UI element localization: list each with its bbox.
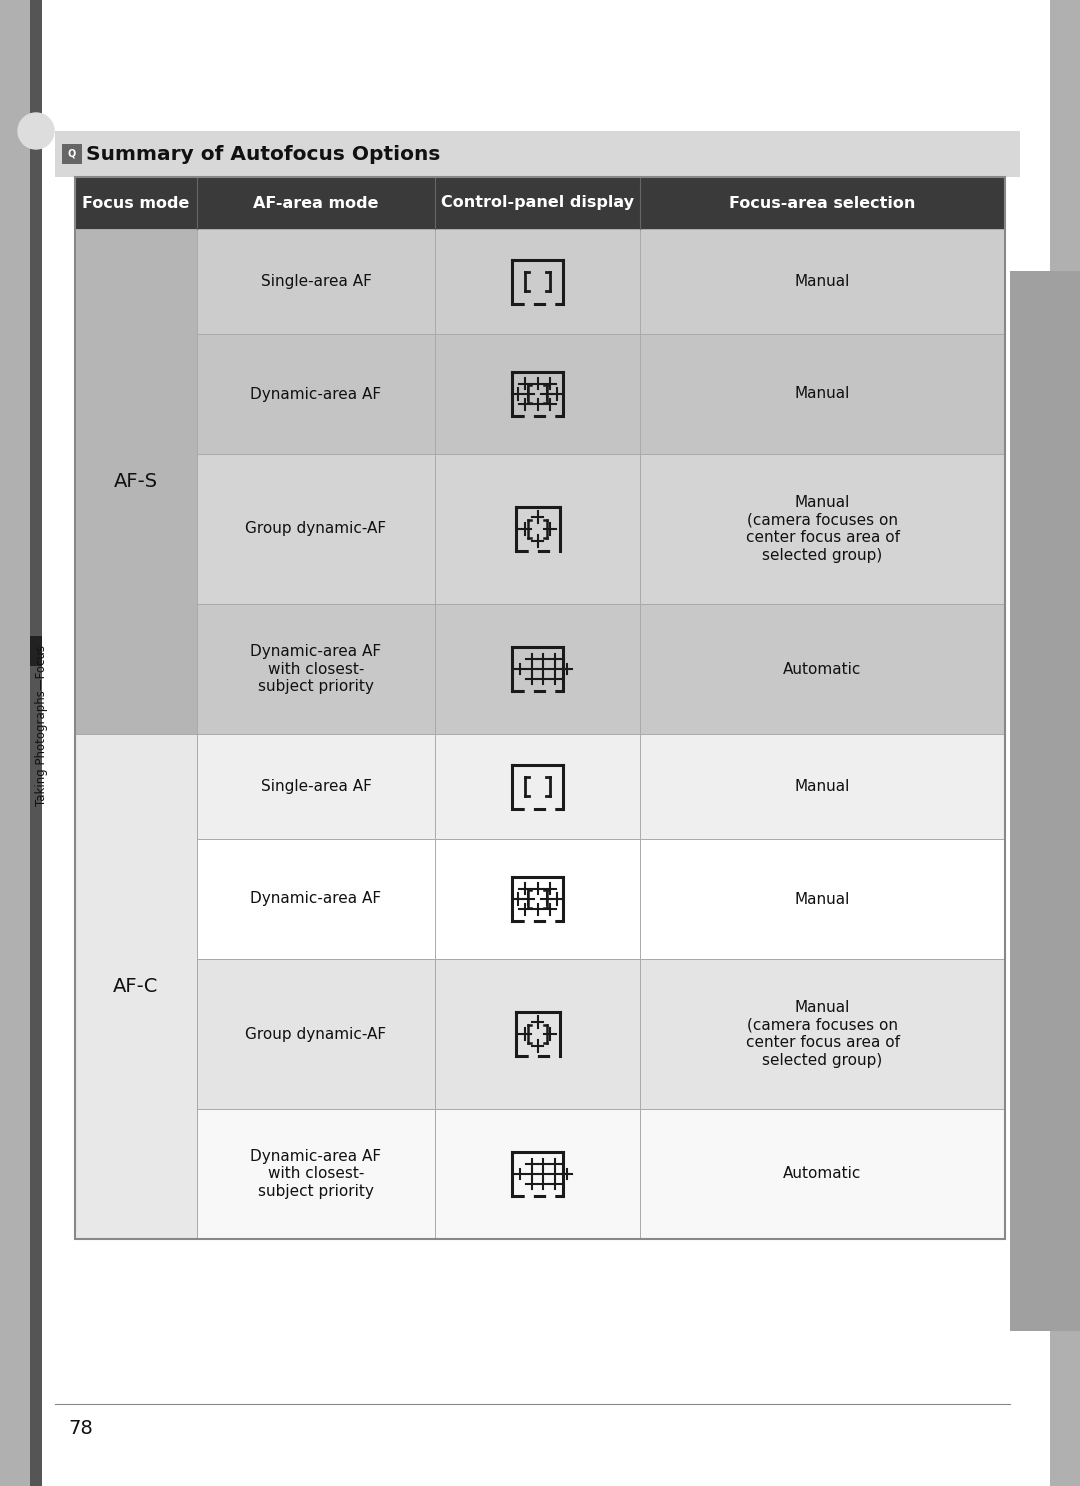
Bar (75, 734, 197, 1239)
Bar (435, 734, 640, 840)
Text: AF-S: AF-S (113, 473, 158, 490)
Text: Dynamic-area AF
with closest-
subject priority: Dynamic-area AF with closest- subject pr… (251, 1149, 381, 1199)
Text: Manual: Manual (795, 779, 850, 794)
Bar (197, 840, 435, 958)
Bar (75, 177, 1005, 1239)
Bar (640, 958, 1005, 1109)
Bar (75, 229, 197, 734)
Bar (435, 229, 640, 334)
Text: Focus mode: Focus mode (82, 196, 190, 211)
Text: Group dynamic-AF: Group dynamic-AF (245, 522, 387, 536)
Bar (30, 636, 42, 666)
Text: Dynamic-area AF: Dynamic-area AF (251, 386, 381, 401)
Bar (197, 603, 435, 734)
Text: 78: 78 (68, 1419, 93, 1437)
Text: Automatic: Automatic (783, 1167, 862, 1181)
Text: AF-C: AF-C (113, 976, 159, 996)
Bar (640, 840, 1005, 958)
Bar (435, 603, 640, 734)
Bar (197, 734, 435, 840)
Bar (435, 1109, 640, 1239)
Bar (640, 229, 1005, 334)
Bar (55, 131, 1020, 177)
Bar (197, 958, 435, 1109)
Text: Focus-area selection: Focus-area selection (729, 196, 916, 211)
Text: Dynamic-area AF
with closest-
subject priority: Dynamic-area AF with closest- subject pr… (251, 643, 381, 694)
Bar (1010, 270, 1080, 1331)
Bar (30, 0, 42, 1486)
Text: AF-area mode: AF-area mode (253, 196, 379, 211)
Bar (640, 603, 1005, 734)
Bar (197, 334, 435, 455)
Bar (0, 0, 30, 1486)
Bar (75, 177, 1005, 229)
Text: Taking Photographs—Focus: Taking Photographs—Focus (36, 645, 49, 807)
Text: Manual: Manual (795, 386, 850, 401)
Bar (640, 734, 1005, 840)
Bar (640, 1109, 1005, 1239)
Bar (197, 229, 435, 334)
Bar (197, 455, 435, 603)
Text: Dynamic-area AF: Dynamic-area AF (251, 892, 381, 906)
Text: Manual: Manual (795, 273, 850, 288)
Circle shape (18, 113, 54, 149)
Text: Single-area AF: Single-area AF (260, 273, 372, 288)
Bar (435, 455, 640, 603)
Text: Control-panel display: Control-panel display (441, 196, 634, 211)
Text: Automatic: Automatic (783, 661, 862, 676)
Bar (640, 455, 1005, 603)
Text: Q: Q (68, 149, 76, 159)
Bar (435, 958, 640, 1109)
Text: Manual
(camera focuses on
center focus area of
selected group): Manual (camera focuses on center focus a… (745, 495, 900, 563)
Bar (435, 334, 640, 455)
Text: Group dynamic-AF: Group dynamic-AF (245, 1027, 387, 1042)
Bar (197, 1109, 435, 1239)
Bar (62, 144, 82, 163)
Bar (435, 840, 640, 958)
Text: Manual: Manual (795, 892, 850, 906)
Text: Summary of Autofocus Options: Summary of Autofocus Options (86, 144, 441, 163)
Text: Single-area AF: Single-area AF (260, 779, 372, 794)
Text: Manual
(camera focuses on
center focus area of
selected group): Manual (camera focuses on center focus a… (745, 1000, 900, 1067)
Bar (640, 334, 1005, 455)
